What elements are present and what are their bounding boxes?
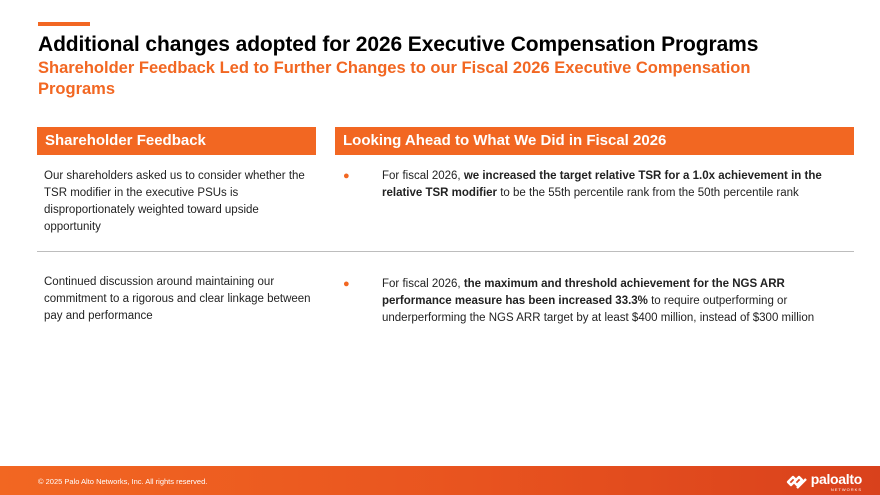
- bullet-icon: ●: [343, 170, 350, 182]
- palo-alto-logo-icon: [786, 475, 807, 489]
- action-item-1: ● For fiscal 2026, we increased the targ…: [342, 168, 857, 202]
- row-divider: [37, 251, 854, 252]
- action-item-2: ● For fiscal 2026, the maximum and thres…: [342, 276, 857, 327]
- feedback-text-1: Our shareholders asked us to consider wh…: [44, 170, 305, 233]
- top-accent-line: [38, 22, 90, 26]
- slide-subtitle: Shareholder Feedback Led to Further Chan…: [38, 59, 751, 98]
- palo-alto-logo: paloalto NETWORKS: [786, 472, 862, 492]
- action-text-1: For fiscal 2026, we increased the target…: [382, 170, 822, 199]
- fiscal-2026-header: Looking Ahead to What We Did in Fiscal 2…: [335, 127, 854, 155]
- slide-title: Additional changes adopted for 2026 Exec…: [38, 33, 759, 56]
- action-text-2: For fiscal 2026, the maximum and thresho…: [382, 278, 815, 324]
- logo-subtext: NETWORKS: [830, 487, 862, 492]
- bullet-icon: ●: [343, 278, 350, 290]
- shareholder-feedback-header: Shareholder Feedback: [37, 127, 316, 155]
- logo-wordmark: paloalto: [810, 471, 863, 487]
- footer-bar: © 2025 Palo Alto Networks, Inc. All righ…: [0, 466, 880, 495]
- feedback-text-2: Continued discussion around maintaining …: [44, 276, 311, 322]
- copyright-text: © 2025 Palo Alto Networks, Inc. All righ…: [38, 477, 208, 486]
